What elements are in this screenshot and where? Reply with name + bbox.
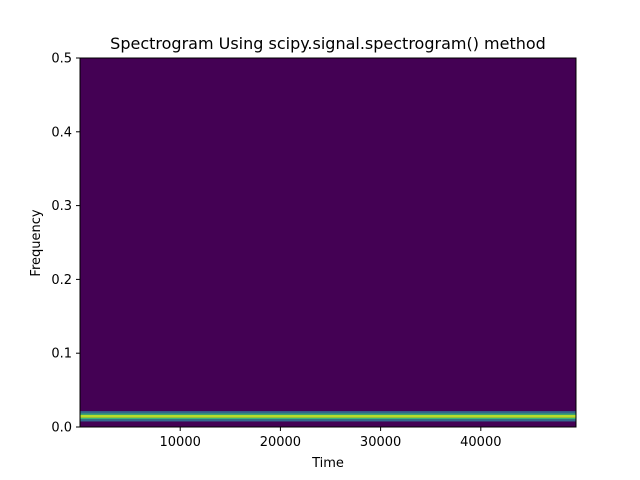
y-tick-label: 0.1 <box>51 347 72 362</box>
frequency-band-4 <box>80 411 576 414</box>
plot-frame <box>79 57 577 428</box>
heatmap-background <box>80 58 576 427</box>
chart-title: Spectrogram Using scipy.signal.spectrogr… <box>110 34 546 53</box>
y-tick-label: 0.0 <box>51 421 72 436</box>
y-tick-label: 0.2 <box>51 273 72 288</box>
y-tick-label: 0.3 <box>51 199 72 214</box>
x-axis-label: Time <box>311 456 344 471</box>
frequency-band-3 <box>80 413 576 415</box>
x-tick-label: 10000 <box>160 435 201 450</box>
x-tick-label: 30000 <box>360 435 401 450</box>
frequency-band-0 <box>80 419 576 422</box>
y-axis-ticks: 0.0 0.1 0.2 0.3 0.4 0.5 <box>51 52 80 436</box>
x-axis-ticks: 10000 20000 30000 40000 <box>160 427 501 450</box>
x-tick-label: 40000 <box>460 435 501 450</box>
x-tick-label: 20000 <box>260 435 301 450</box>
frequency-band-1 <box>80 417 576 420</box>
y-tick-label: 0.4 <box>51 125 72 140</box>
y-axis-label: Frequency <box>29 209 44 276</box>
frequency-band-2 <box>80 414 576 418</box>
y-tick-label: 0.5 <box>51 52 72 67</box>
plot-area <box>79 57 577 428</box>
frequency-bands <box>80 411 576 422</box>
